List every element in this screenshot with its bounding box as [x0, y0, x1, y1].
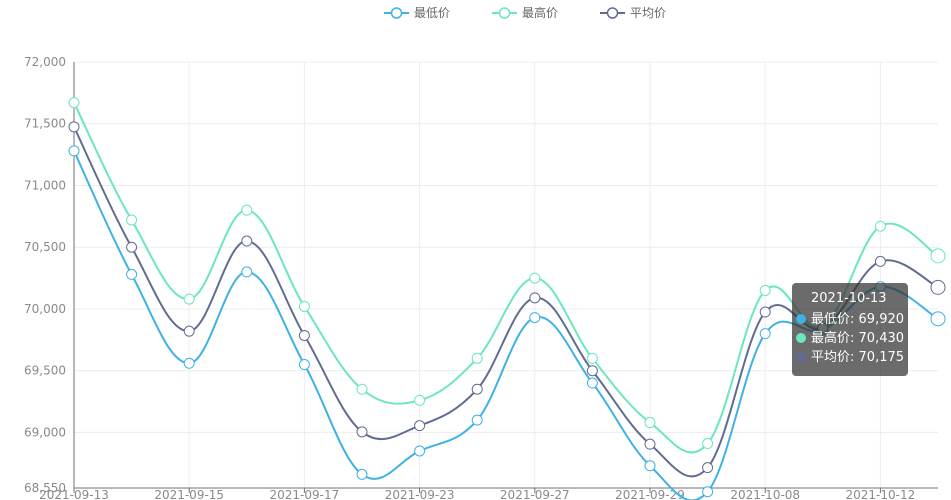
y-tick-label: 69,500: [24, 364, 66, 378]
data-point: [471, 414, 483, 426]
legend-label: 平均价: [630, 6, 666, 20]
grid: [73, 61, 938, 489]
x-tick-label: 2021-09-23: [385, 488, 455, 500]
data-point: [529, 272, 541, 284]
tooltip-row-value: 70,430: [859, 331, 905, 346]
x-tick-label: 2021-09-17: [270, 488, 340, 500]
data-point: [471, 383, 483, 395]
tooltip-box: [792, 283, 908, 376]
tooltip-row-label: 平均价: [811, 350, 850, 365]
data-point: [241, 266, 253, 278]
tooltip-row-value: 70,175: [859, 350, 905, 365]
data-point: [356, 468, 368, 480]
tooltip-row: 平均价: 70,175: [811, 350, 904, 365]
data-point: [68, 121, 80, 133]
series-line-3: [73, 126, 939, 478]
data-point: [298, 359, 310, 371]
data-point: [414, 445, 426, 457]
tooltip-dot: [796, 333, 806, 343]
data-point: [356, 383, 368, 395]
data-point: [298, 330, 310, 342]
data-point: [644, 417, 656, 429]
data-point: [644, 460, 656, 472]
x-tick-label: 2021-10-08: [730, 488, 800, 500]
tooltip-dot: [796, 352, 806, 362]
data-point: [874, 255, 886, 267]
y-tick-label: 70,000: [24, 302, 66, 316]
data-point: [759, 284, 771, 296]
legend-marker-icon: [390, 7, 403, 19]
legend-marker-icon: [606, 7, 619, 19]
tooltip: 2021-10-13 最低价: 69,920 最高价: 70,430 平均价: 70,…: [792, 283, 908, 376]
data-point: [241, 204, 253, 216]
y-tick-label: 70,500: [24, 240, 66, 254]
x-tick-label: 2021-09-13: [39, 488, 109, 500]
x-tick-label: 2021-09-29: [615, 488, 685, 500]
data-point: [874, 220, 886, 232]
x-tick-label: 2021-10-12: [846, 488, 916, 500]
axes: 68,550 69,000 69,500 70,000 70,500 71,000 71,5…: [24, 55, 938, 500]
data-point: [702, 462, 714, 474]
y-tick-label: 69,000: [24, 425, 66, 439]
data-point: [414, 394, 426, 406]
data-point: [126, 214, 138, 226]
data-point: [759, 328, 771, 340]
data-point: [183, 325, 195, 337]
data-point: [241, 235, 253, 247]
data-point: [586, 365, 598, 377]
data-point: [529, 312, 541, 324]
data-point: [126, 241, 138, 253]
tooltip-row-label: 最高价: [811, 330, 850, 346]
tooltip-row-value: 69,920: [859, 312, 905, 327]
data-point: [529, 292, 541, 304]
legend-label: 最高价: [522, 5, 558, 20]
data-point: [759, 306, 771, 318]
data-point: [126, 268, 138, 280]
y-tick-label: 71,500: [24, 117, 66, 131]
data-point: [702, 438, 714, 450]
data-point: [356, 426, 368, 438]
legend[interactable]: 最低价 最高价 平均价: [384, 5, 666, 20]
data-point: [702, 486, 714, 498]
x-tick-label: 2021-09-27: [500, 488, 570, 500]
data-point: [586, 377, 598, 389]
series-line-1: [73, 150, 939, 500]
data-point: [68, 145, 80, 157]
data-point: [586, 352, 598, 364]
data-point: [644, 438, 656, 450]
data-point: [930, 311, 946, 327]
legend-marker-icon: [498, 7, 511, 19]
legend-label: 最低价: [414, 6, 450, 20]
y-tick-label: 71,000: [24, 178, 66, 192]
y-tick-label: 72,000: [24, 55, 66, 69]
data-point: [930, 248, 946, 264]
y-tick-label: 68,550: [24, 481, 66, 495]
data-point: [183, 357, 195, 369]
data-point: [68, 97, 80, 109]
data-point: [414, 420, 426, 432]
data-point: [471, 352, 483, 364]
series-line-2: [73, 102, 939, 454]
tooltip-row-label: 最低价: [811, 312, 850, 327]
tooltip-row: 最低价: 69,920: [811, 312, 904, 327]
x-tick-label: 2021-09-15: [154, 488, 224, 500]
data-point: [930, 279, 946, 295]
tooltip-dot: [796, 314, 806, 324]
data-point: [183, 293, 195, 305]
tooltip-row: 最高价: 70,430: [811, 330, 904, 346]
tooltip-title: 2021-10-13: [811, 291, 887, 306]
data-point: [298, 300, 310, 312]
